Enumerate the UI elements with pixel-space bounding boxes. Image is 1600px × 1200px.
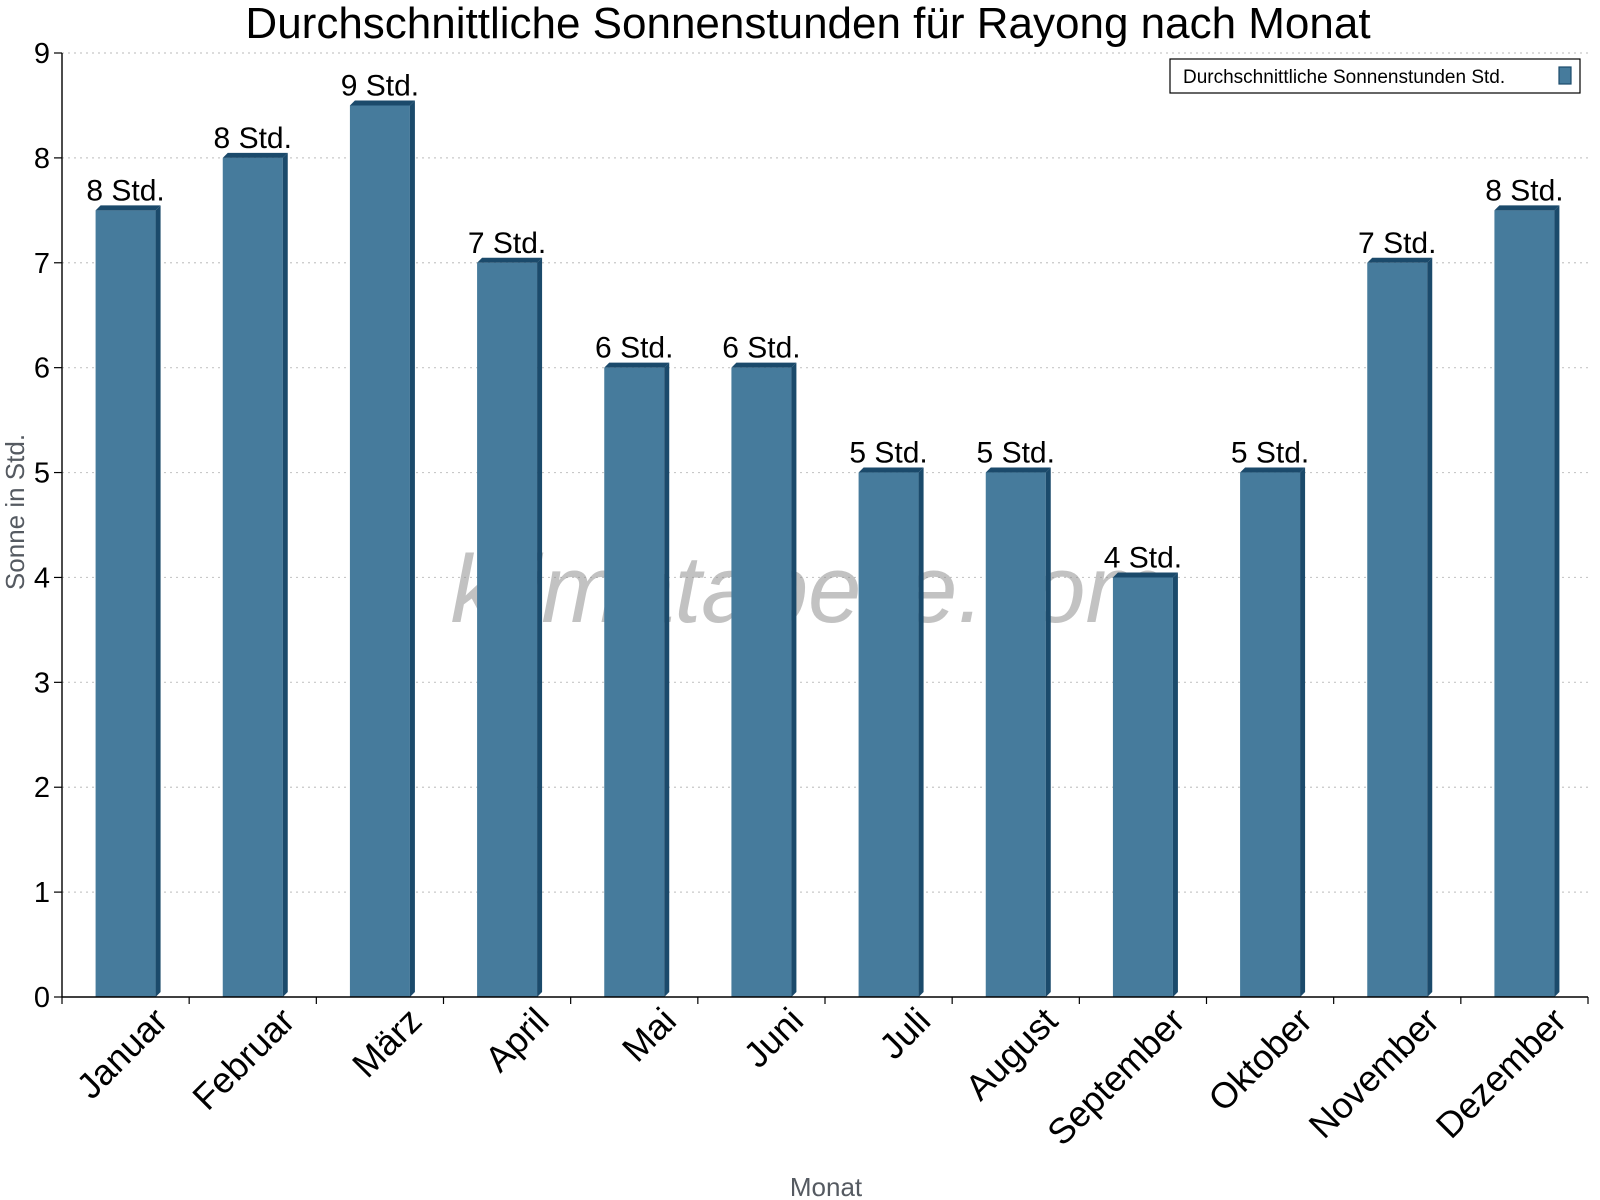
data-labels: 8 Std. 8 Std. 9 Std. 7 Std. 6 Std. 6 Std. 5 St… bbox=[86, 69, 1563, 574]
x-tick-label: Juni bbox=[735, 1000, 811, 1076]
bar-side bbox=[1172, 572, 1178, 997]
data-label: 6 Std. bbox=[722, 332, 800, 365]
y-tick-label: 3 bbox=[34, 667, 50, 699]
x-tick-label: September bbox=[1039, 1000, 1193, 1154]
bar bbox=[477, 262, 538, 997]
bar-side bbox=[155, 205, 161, 998]
x-tick-label: Mai bbox=[614, 1000, 684, 1070]
bar-side bbox=[791, 362, 797, 998]
y-axis-title: Sonne in Std. bbox=[0, 434, 30, 590]
bar-top bbox=[985, 467, 1051, 473]
bar-side bbox=[1300, 467, 1306, 997]
bar-top bbox=[731, 362, 797, 368]
data-label: 8 Std. bbox=[1485, 174, 1563, 207]
bar bbox=[985, 472, 1046, 997]
y-tick-label: 5 bbox=[34, 458, 50, 490]
y-tick-label: 1 bbox=[34, 877, 50, 909]
bar-top bbox=[1112, 572, 1178, 578]
x-tick-label: März bbox=[344, 1000, 430, 1086]
y-tick-labels: 0 1 2 3 4 5 6 7 8 9 bbox=[34, 38, 50, 1014]
chart-title: Durchschnittliche Sonnenstunden für Rayo… bbox=[245, 0, 1370, 48]
x-tick-label: April bbox=[477, 1000, 557, 1080]
bar-side bbox=[664, 362, 670, 998]
data-label: 7 Std. bbox=[1358, 227, 1436, 260]
gridlines bbox=[62, 52, 1588, 893]
legend-swatch bbox=[1558, 66, 1572, 85]
bar-side bbox=[1427, 257, 1433, 997]
bar bbox=[222, 157, 283, 997]
x-tick-label: Oktober bbox=[1200, 1000, 1320, 1120]
legend: Durchschnittliche Sonnenstunden Std. bbox=[1169, 58, 1581, 94]
x-tick-labels: Januar Februar März April Mai Juni Juli AugustS… bbox=[68, 1000, 1574, 1154]
bar-side bbox=[282, 152, 288, 997]
bar bbox=[858, 472, 919, 997]
y-tick-label: 9 bbox=[34, 38, 50, 70]
bar bbox=[1494, 210, 1555, 998]
data-label: 6 Std. bbox=[595, 332, 673, 365]
bar bbox=[604, 367, 665, 998]
x-tick-label: Februar bbox=[184, 1000, 302, 1118]
legend-box bbox=[1169, 58, 1581, 94]
data-label: 5 Std. bbox=[849, 437, 927, 470]
data-label: 7 Std. bbox=[468, 227, 546, 260]
data-label: 4 Std. bbox=[1104, 541, 1182, 574]
bar bbox=[731, 367, 792, 998]
data-label: 5 Std. bbox=[1231, 437, 1309, 470]
y-tick-label: 6 bbox=[34, 353, 50, 385]
bar-top bbox=[95, 205, 161, 211]
bar-top bbox=[1494, 205, 1560, 211]
bars-group bbox=[95, 100, 1560, 998]
data-label: 8 Std. bbox=[214, 122, 292, 155]
bar-top bbox=[349, 100, 415, 106]
y-tick-label: 8 bbox=[34, 143, 50, 175]
bar-side bbox=[1045, 467, 1051, 997]
data-label: 8 Std. bbox=[86, 174, 164, 207]
x-tick-label: November bbox=[1300, 1000, 1446, 1146]
legend-entry-label: Durchschnittliche Sonnenstunden Std. bbox=[1183, 67, 1505, 88]
bar-top bbox=[1367, 257, 1433, 263]
y-tick-label: 4 bbox=[34, 562, 50, 594]
y-tick-label: 0 bbox=[34, 982, 50, 1014]
bar-side bbox=[537, 257, 543, 997]
data-label: 5 Std. bbox=[977, 437, 1055, 470]
bar bbox=[349, 105, 410, 997]
bar-top bbox=[222, 152, 288, 158]
x-tick-label: Juli bbox=[871, 1000, 938, 1067]
bar-top bbox=[604, 362, 670, 368]
x-tick-label: Januar bbox=[68, 1000, 175, 1107]
axes-group bbox=[54, 52, 1589, 1004]
bar-side bbox=[918, 467, 924, 997]
bar bbox=[1367, 262, 1428, 997]
bar-top bbox=[1240, 467, 1306, 473]
bar-side bbox=[409, 100, 415, 997]
bar-side bbox=[1554, 205, 1560, 998]
x-axis-title: Monat bbox=[790, 1172, 863, 1200]
bar bbox=[95, 210, 156, 998]
watermark-text: klimatabelle.com bbox=[451, 536, 1166, 643]
bar bbox=[1240, 472, 1301, 997]
data-label: 9 Std. bbox=[341, 69, 419, 102]
y-tick-label: 2 bbox=[34, 772, 50, 804]
bar bbox=[1112, 577, 1173, 997]
x-tick-label: August bbox=[957, 1000, 1065, 1108]
y-tick-label: 7 bbox=[34, 248, 50, 280]
bar-top bbox=[477, 257, 543, 263]
bar-top bbox=[858, 467, 924, 473]
x-tick-label: Dezember bbox=[1428, 1000, 1574, 1146]
